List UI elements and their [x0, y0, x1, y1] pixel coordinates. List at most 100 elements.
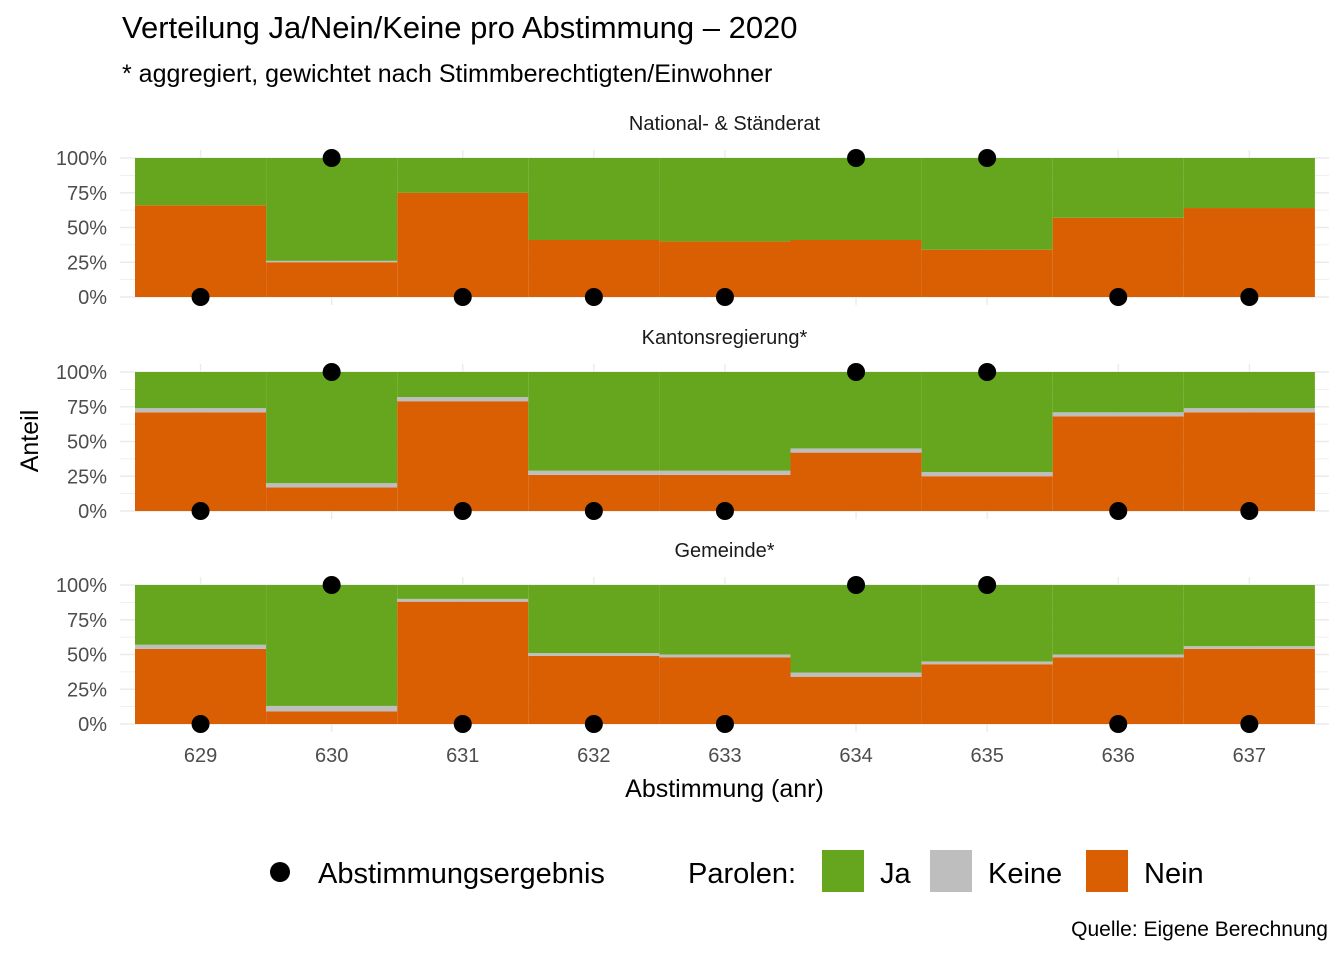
- bar-ja-632: [528, 585, 660, 654]
- y-tick-label: 0%: [78, 501, 107, 523]
- result-point-636: [1109, 288, 1128, 306]
- bar-ja-634: [790, 372, 922, 449]
- bar-ja-633: [659, 158, 791, 242]
- y-tick-label: 50%: [67, 432, 107, 454]
- bar-nein-633: [659, 657, 791, 724]
- result-point-634: [847, 149, 866, 167]
- result-point-637: [1240, 288, 1259, 306]
- y-tick-label: 0%: [78, 714, 107, 736]
- bar-nein-635: [921, 476, 1053, 511]
- result-point-635: [978, 363, 997, 381]
- bar-ja-635: [921, 585, 1053, 662]
- bar-ja-636: [1052, 158, 1184, 218]
- facet-label: Gemeinde*: [674, 540, 774, 562]
- bar-ja-633: [659, 585, 791, 655]
- bar-ja-636: [1052, 585, 1184, 655]
- bar-ja-631: [397, 585, 529, 599]
- bar-nein-637: [1183, 412, 1315, 511]
- result-point-629: [191, 502, 210, 520]
- x-tick-label: 635: [970, 745, 1003, 767]
- y-tick-label: 75%: [67, 397, 107, 419]
- result-point-637: [1240, 715, 1259, 733]
- bar-keine-635: [921, 661, 1053, 665]
- bar-keine-637: [1183, 646, 1315, 649]
- legend-swatch-ja: [822, 850, 864, 892]
- x-tick-label: 630: [315, 745, 348, 767]
- bar-keine-635: [921, 472, 1053, 477]
- y-axis-title: Anteil: [16, 410, 44, 473]
- x-tick-label: 634: [839, 745, 872, 767]
- result-point-637: [1240, 502, 1259, 520]
- bar-keine-634: [790, 672, 922, 677]
- bar-ja-632: [528, 372, 660, 471]
- bar-ja-629: [135, 372, 267, 409]
- bar-nein-634: [790, 452, 922, 511]
- bar-nein-634: [790, 676, 922, 724]
- bar-ja-636: [1052, 372, 1184, 413]
- bar-ja-632: [528, 158, 660, 241]
- bar-nein-632: [528, 655, 660, 724]
- bar-nein-636: [1052, 217, 1184, 297]
- bar-ja-634: [790, 585, 922, 673]
- bar-keine-637: [1183, 408, 1315, 413]
- bar-nein-637: [1183, 208, 1315, 297]
- bar-nein-631: [397, 601, 529, 724]
- bar-ja-633: [659, 372, 791, 471]
- x-tick-label: 632: [577, 745, 610, 767]
- legend-point-key: [270, 862, 290, 882]
- y-tick-label: 50%: [67, 645, 107, 667]
- legend-label-nein: Nein: [1144, 858, 1204, 890]
- y-tick-label: 100%: [56, 148, 107, 170]
- bar-ja-631: [397, 158, 529, 193]
- facet-label: Kantonsregierung*: [642, 327, 808, 349]
- facet-label: National- & Ständerat: [629, 113, 821, 135]
- legend-swatch-nein: [1086, 850, 1128, 892]
- y-tick-label: 25%: [67, 252, 107, 274]
- legend-label-keine: Keine: [988, 858, 1062, 890]
- bar-keine-631: [397, 598, 529, 602]
- bar-nein-630: [266, 487, 398, 511]
- result-point-635: [978, 149, 997, 167]
- bar-ja-630: [266, 158, 398, 261]
- y-tick-label: 100%: [56, 575, 107, 597]
- bar-ja-634: [790, 158, 922, 241]
- bar-nein-631: [397, 192, 529, 297]
- bar-ja-637: [1183, 585, 1315, 647]
- bar-keine-631: [397, 397, 529, 402]
- result-point-631: [453, 502, 472, 520]
- y-tick-label: 100%: [56, 362, 107, 384]
- result-point-629: [191, 715, 210, 733]
- bar-keine-634: [790, 448, 922, 453]
- y-tick-label: 75%: [67, 183, 107, 205]
- bar-nein-629: [135, 205, 267, 297]
- result-point-634: [847, 576, 866, 594]
- result-point-631: [453, 715, 472, 733]
- bar-ja-637: [1183, 372, 1315, 409]
- bar-nein-632: [528, 240, 660, 297]
- result-point-634: [847, 363, 866, 381]
- bar-nein-635: [921, 249, 1053, 297]
- result-point-629: [191, 288, 210, 306]
- bar-ja-635: [921, 158, 1053, 250]
- legend-swatch-keine: [930, 850, 972, 892]
- result-point-633: [715, 502, 734, 520]
- bar-keine-630: [266, 705, 398, 712]
- bar-keine-630: [266, 483, 398, 488]
- legend-label-ja: Ja: [880, 858, 912, 890]
- result-point-630: [322, 576, 341, 594]
- bar-keine-636: [1052, 654, 1184, 658]
- chart-title: Verteilung Ja/Nein/Keine pro Abstimmung …: [122, 10, 798, 45]
- bar-nein-636: [1052, 657, 1184, 724]
- bar-nein-637: [1183, 648, 1315, 724]
- y-tick-label: 50%: [67, 218, 107, 240]
- y-tick-label: 0%: [78, 287, 107, 309]
- x-tick-label: 637: [1233, 745, 1266, 767]
- bar-nein-630: [266, 262, 398, 297]
- result-point-636: [1109, 502, 1128, 520]
- chart-subtitle: * aggregiert, gewichtet nach Stimmberech…: [122, 60, 773, 88]
- x-axis-title: Abstimmung (anr): [625, 775, 824, 803]
- bar-nein-636: [1052, 416, 1184, 511]
- y-tick-label: 25%: [67, 466, 107, 488]
- bar-nein-633: [659, 241, 791, 297]
